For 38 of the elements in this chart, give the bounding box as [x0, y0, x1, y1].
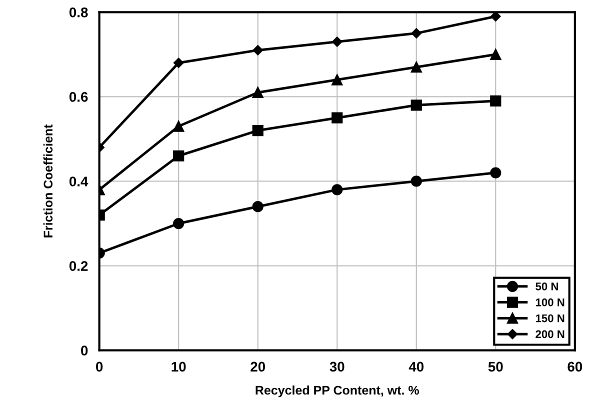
x-tick-label: 50 [488, 362, 503, 372]
point [173, 120, 184, 132]
x-tick-label: 60 [568, 362, 582, 372]
y-tick-label: 0.4 [69, 176, 88, 186]
point [332, 112, 343, 124]
y-axis-title: Friction Coefficient [43, 124, 53, 238]
y-tick-label: 0.2 [69, 261, 88, 271]
point [173, 150, 184, 162]
x-tick-label: 10 [172, 362, 186, 372]
point [332, 36, 342, 47]
y-tick-label: 0.6 [69, 92, 88, 102]
legend-label: 100 N [536, 298, 564, 306]
point [410, 176, 422, 187]
x-tick-label: 30 [330, 362, 344, 372]
point [490, 95, 502, 106]
point [410, 62, 422, 73]
y-tick-label: 0.8 [69, 7, 88, 18]
point [490, 12, 501, 22]
x-tick-label: 40 [408, 362, 424, 372]
x-tick-label: 20 [250, 362, 266, 372]
legend-label: 50 N [536, 282, 558, 290]
legend-label: 150 N [536, 314, 564, 322]
point [332, 74, 343, 86]
legend-label: 200 N [536, 330, 564, 338]
point [252, 124, 264, 136]
point [490, 167, 502, 178]
point [173, 218, 184, 230]
point [490, 48, 502, 60]
point [410, 100, 422, 111]
point [332, 184, 343, 196]
x-axis-title: Recycled PP Content, wt. % [256, 385, 419, 398]
point [173, 58, 184, 68]
y-tick-label: 0 [81, 346, 88, 356]
point [252, 201, 264, 212]
point [252, 86, 264, 98]
x-tick-label: 0 [96, 362, 103, 372]
point [252, 45, 263, 56]
point [411, 28, 422, 38]
